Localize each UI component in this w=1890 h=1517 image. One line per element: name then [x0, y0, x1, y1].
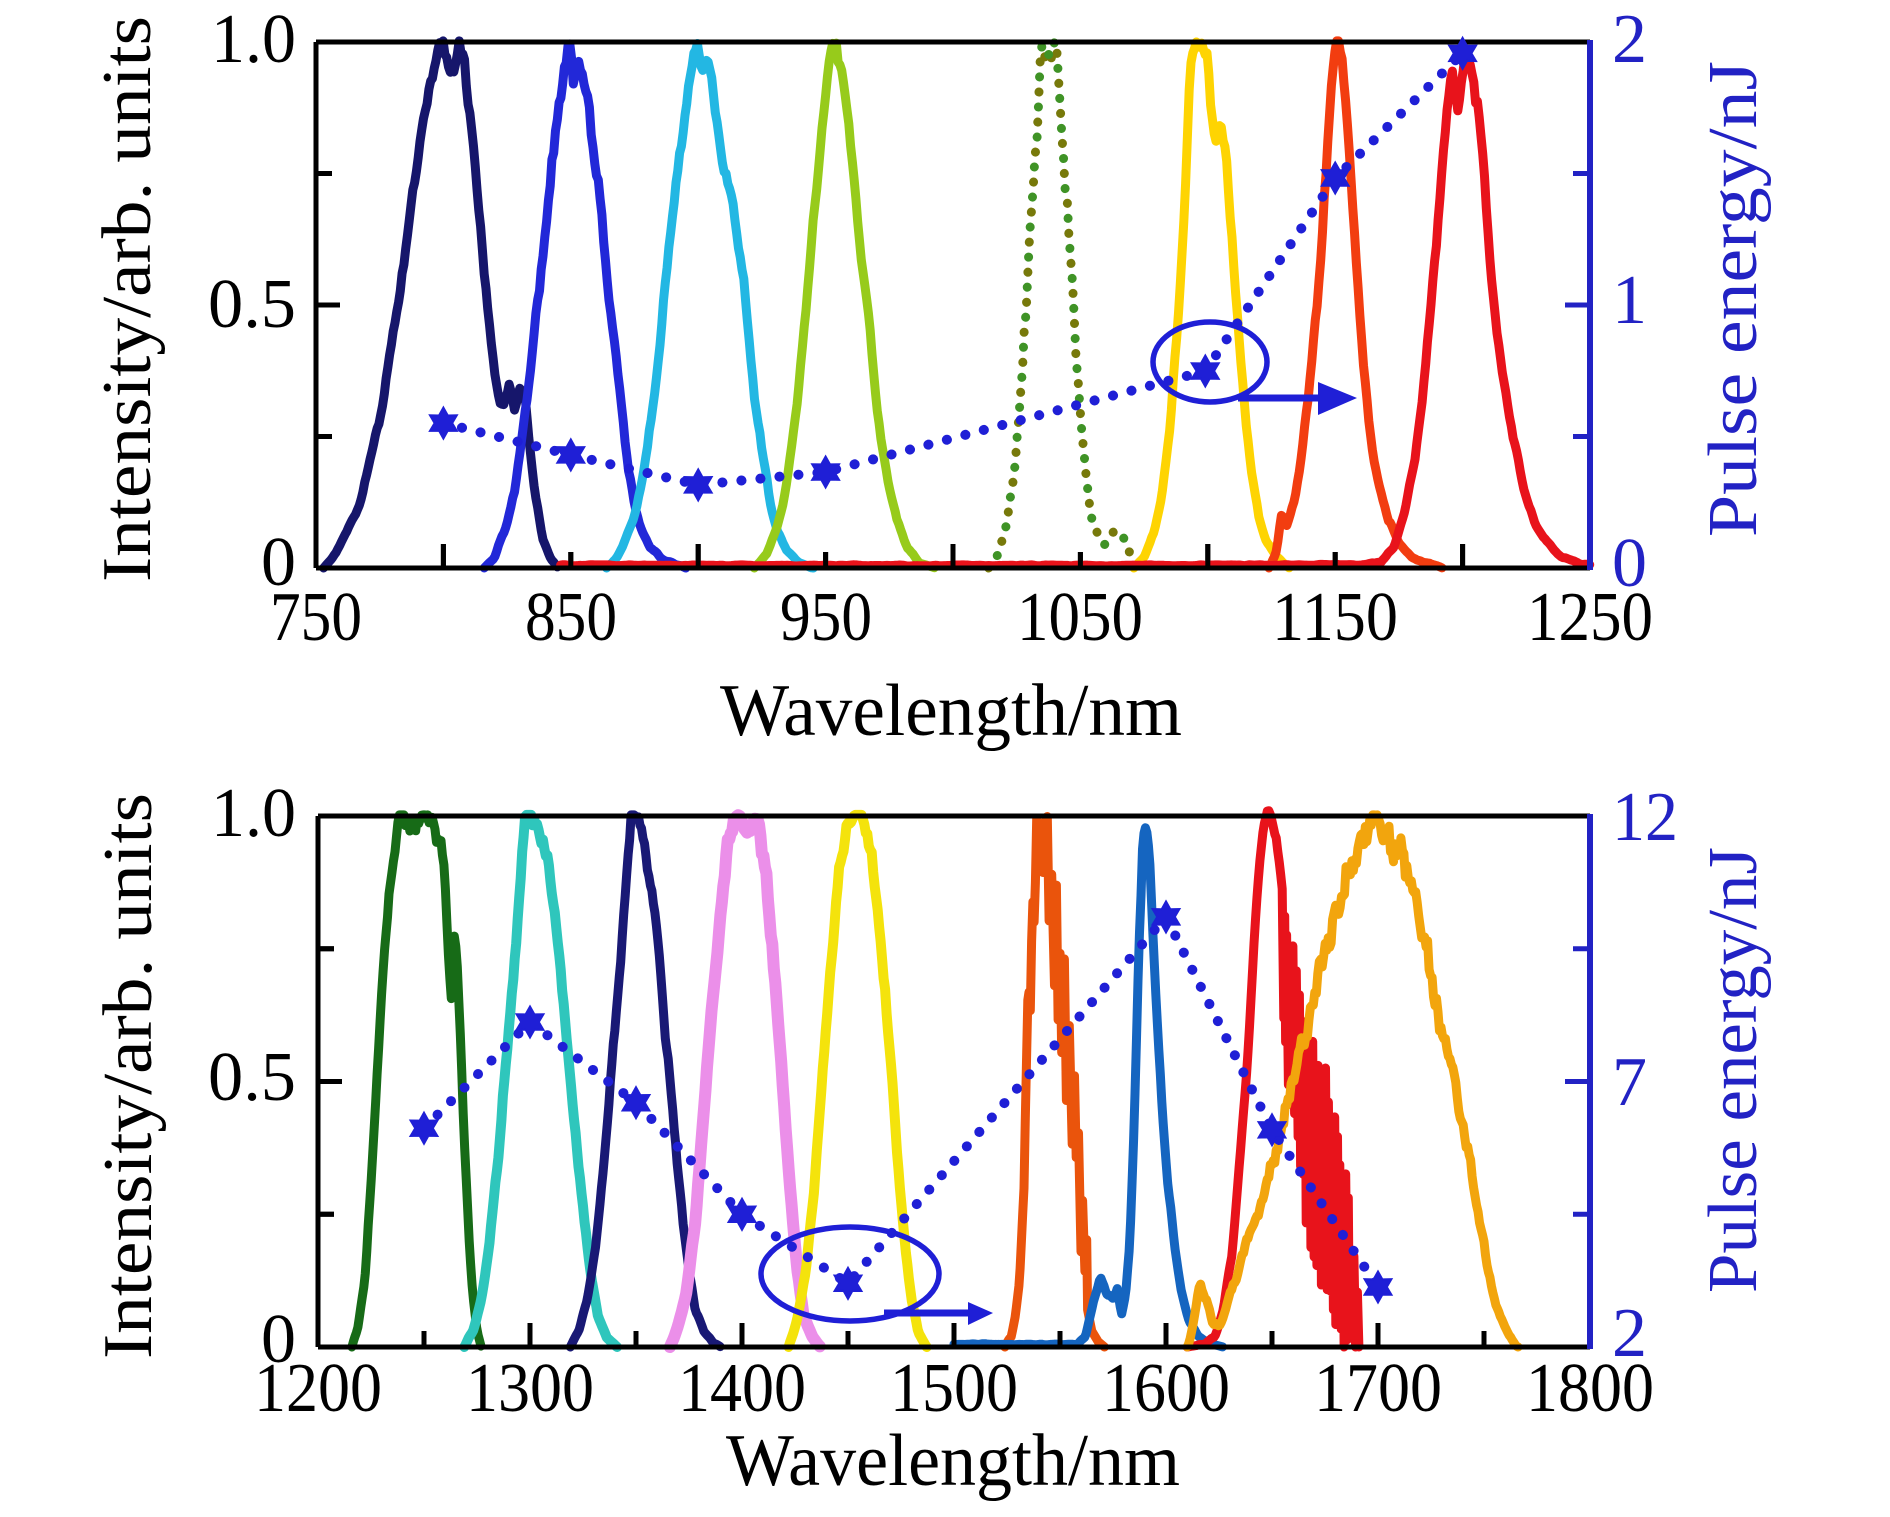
svg-text:1300: 1300 — [466, 1350, 594, 1427]
svg-text:1.0: 1.0 — [211, 1, 296, 78]
svg-text:1700: 1700 — [1314, 1350, 1442, 1427]
svg-text:Wavelength/nm: Wavelength/nm — [726, 1420, 1180, 1502]
svg-text:1050: 1050 — [1017, 579, 1143, 656]
svg-text:1200: 1200 — [254, 1350, 382, 1427]
svg-text:Intensity/arb. units: Intensity/arb. units — [89, 16, 166, 582]
svg-text:1250: 1250 — [1527, 579, 1653, 656]
svg-text:12: 12 — [1612, 779, 1678, 856]
svg-text:2: 2 — [1612, 1295, 1647, 1372]
svg-text:Pulse energy/nJ: Pulse energy/nJ — [1695, 61, 1772, 537]
svg-text:1400: 1400 — [678, 1350, 806, 1427]
svg-text:750: 750 — [270, 579, 362, 656]
svg-text:1800: 1800 — [1526, 1350, 1654, 1427]
svg-text:7: 7 — [1612, 1044, 1647, 1121]
svg-text:1600: 1600 — [1102, 1350, 1230, 1427]
svg-text:1500: 1500 — [890, 1350, 1018, 1427]
svg-text:0: 0 — [261, 524, 296, 601]
svg-text:1: 1 — [1612, 262, 1647, 339]
svg-text:2: 2 — [1612, 1, 1647, 78]
svg-text:Wavelength/nm: Wavelength/nm — [720, 670, 1182, 752]
svg-text:950: 950 — [780, 579, 872, 656]
svg-text:Pulse energy/nJ: Pulse energy/nJ — [1695, 847, 1772, 1293]
svg-text:850: 850 — [525, 579, 617, 656]
svg-text:0: 0 — [1612, 525, 1647, 602]
svg-text:0.5: 0.5 — [208, 266, 296, 343]
svg-text:0: 0 — [261, 1301, 296, 1378]
svg-text:1150: 1150 — [1272, 579, 1398, 656]
svg-text:1.0: 1.0 — [211, 775, 296, 852]
svg-text:Intensity/arb. units: Intensity/arb. units — [90, 793, 167, 1359]
svg-text:0.5: 0.5 — [208, 1039, 296, 1116]
